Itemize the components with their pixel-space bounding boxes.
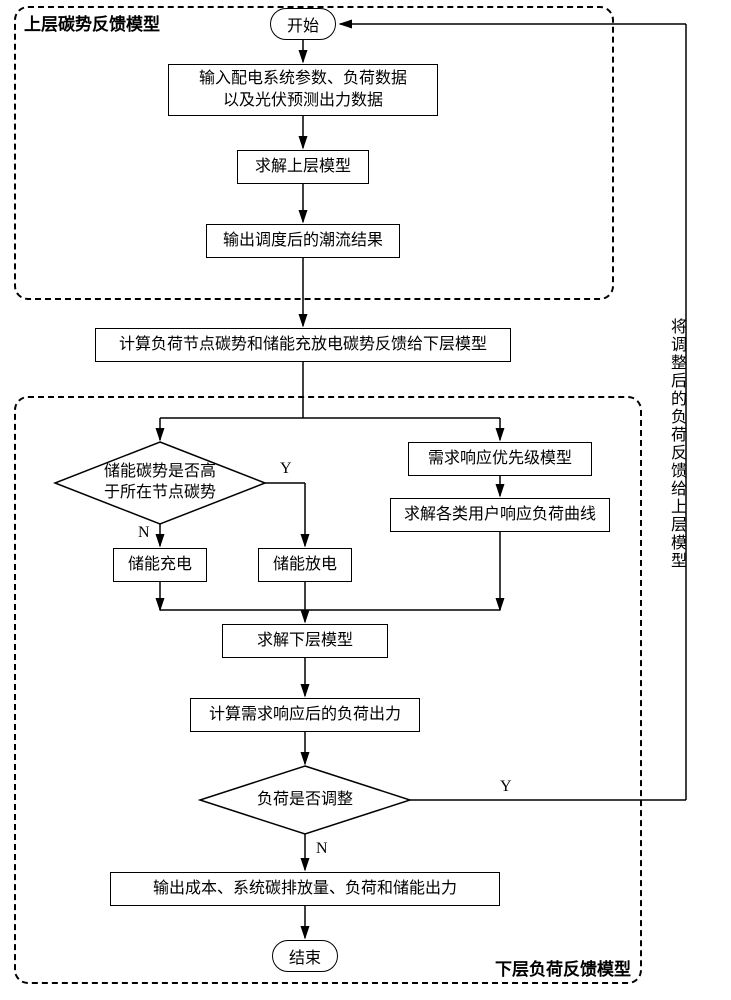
input-box: 输入配电系统参数、负荷数据 以及光伏预测出力数据 <box>168 64 438 116</box>
charge-box: 储能充电 <box>113 548 207 582</box>
decision-storage: 储能碳势是否高 于所在节点碳势 <box>85 460 235 506</box>
flowchart-container: 上层碳势反馈模型 下层负荷反馈模型 <box>0 0 731 1000</box>
end-terminator: 结束 <box>272 940 338 972</box>
adjust-y-label: Y <box>500 778 512 796</box>
adjust-n-label: N <box>316 840 328 858</box>
demand-priority-box: 需求响应优先级模型 <box>408 442 592 476</box>
storage-n-label: N <box>138 524 150 542</box>
storage-y-label: Y <box>280 460 292 478</box>
decision-adjust: 负荷是否调整 <box>235 788 375 812</box>
output-final-box: 输出成本、系统碳排放量、负荷和储能出力 <box>110 872 500 906</box>
discharge-box: 储能放电 <box>258 548 352 582</box>
output-flow-box: 输出调度后的潮流结果 <box>206 224 400 258</box>
solve-users-box: 求解各类用户响应负荷曲线 <box>390 498 610 532</box>
start-terminator: 开始 <box>270 8 336 40</box>
calc-feedback-box: 计算负荷节点碳势和储能充放电碳势反馈给下层模型 <box>95 328 511 362</box>
feedback-text: 将调整后的负荷反馈给上层模型 <box>664 318 688 628</box>
solve-lower-box: 求解下层模型 <box>222 624 388 658</box>
calc-load-box: 计算需求响应后的负荷出力 <box>190 698 420 732</box>
solve-upper-box: 求解上层模型 <box>237 150 369 184</box>
